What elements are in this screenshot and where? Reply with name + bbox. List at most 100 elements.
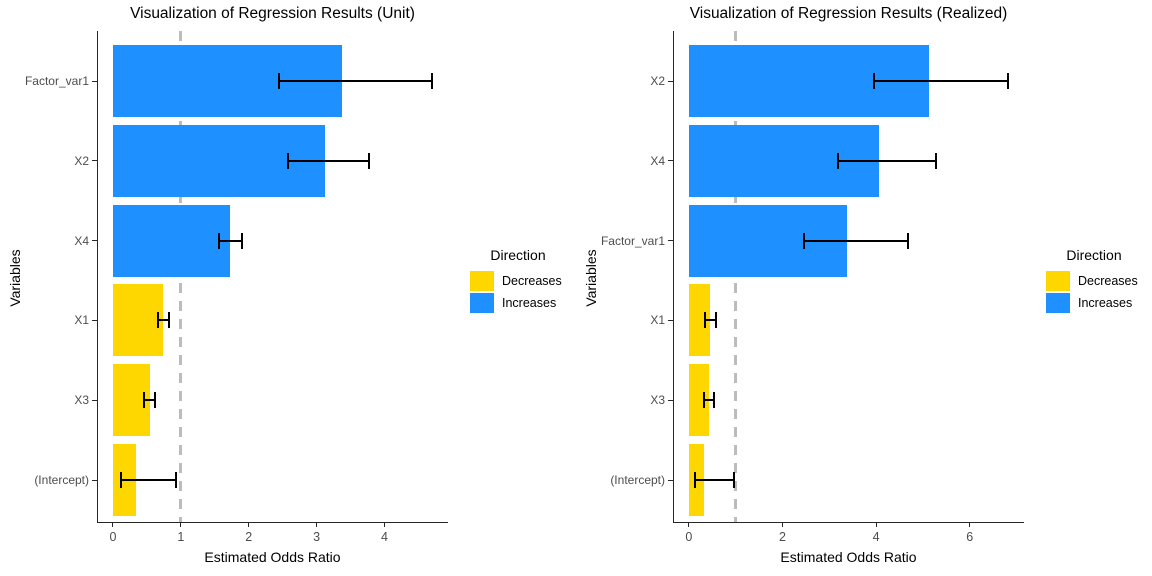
x-axis-title: Estimated Odds Ratio	[204, 549, 341, 565]
y-tick	[668, 479, 673, 481]
subplot-unit: Visualization of Regression Results (Uni…	[7, 5, 566, 565]
error-cap-low-Factor_var1	[802, 232, 805, 249]
y-tick	[92, 240, 97, 242]
error-cap-high-X3	[154, 392, 157, 409]
error-bar-X2	[873, 80, 1009, 82]
error-cap-high-X4	[935, 152, 938, 169]
y-tick-label-X4: X4	[74, 233, 89, 248]
error-cap-low-Factor_var1	[278, 73, 281, 89]
error-bar-X4	[837, 159, 936, 162]
legend: Direction Decreases Increases	[1046, 247, 1142, 315]
error-bar-(Intercept)	[694, 479, 734, 481]
y-tick-label-X3: X3	[650, 393, 665, 408]
error-bar-X3	[703, 399, 714, 402]
legend-item-increases: Increases	[1046, 293, 1142, 313]
error-cap-low-X3	[142, 392, 145, 409]
y-tick-label-(Intercept): (Intercept)	[34, 473, 89, 487]
legend-item-decreases: Decreases	[1046, 271, 1142, 291]
error-bar-X1	[158, 319, 169, 322]
legend-title: Direction	[490, 247, 546, 263]
x-tick	[112, 522, 114, 527]
error-cap-high-X3	[712, 392, 715, 409]
error-bar-Factor_var1	[803, 239, 909, 242]
bar-X4	[112, 204, 230, 277]
y-tick-label-X1: X1	[650, 313, 665, 328]
x-tick-label-2: 2	[779, 530, 786, 544]
error-cap-high-Factor_var1	[907, 232, 910, 249]
x-tick-label-0: 0	[109, 530, 117, 544]
x-tick	[384, 522, 386, 527]
y-tick	[668, 80, 673, 82]
x-tick	[248, 522, 250, 527]
subplot-realized: Visualization of Regression Results (Rea…	[576, 0, 1152, 576]
legend-label: Decreases	[502, 274, 562, 288]
error-cap-low-X4	[836, 152, 839, 169]
x-tick-label-1: 1	[177, 530, 185, 544]
legend: Direction Decreases Increases	[470, 247, 566, 315]
x-axis-title: Estimated Odds Ratio	[780, 549, 917, 565]
legend-label: Increases	[502, 296, 557, 310]
increases-swatch-icon	[470, 293, 494, 313]
y-tick	[668, 319, 673, 321]
plot-area	[673, 31, 1024, 522]
error-cap-low-X2	[287, 152, 290, 169]
decreases-swatch-icon	[470, 271, 494, 291]
legend-title: Direction	[1066, 247, 1122, 263]
bar-X3	[688, 364, 710, 437]
decreases-swatch-icon	[1046, 271, 1070, 291]
y-tick	[92, 80, 97, 82]
error-cap-low-X3	[702, 392, 705, 409]
y-axis-line	[97, 31, 98, 522]
x-tick-label-3: 3	[313, 530, 321, 544]
chart-title: Visualization of Regression Results (Rea…	[689, 5, 1008, 22]
error-cap-high-(Intercept)	[175, 472, 178, 488]
x-tick	[782, 522, 783, 527]
error-cap-high-X1	[167, 312, 170, 329]
error-cap-high-X4	[240, 232, 243, 249]
y-tick-label-X2: X2	[650, 74, 665, 88]
y-axis-line	[673, 31, 674, 522]
y-tick-label-X1: X1	[74, 313, 89, 328]
y-tick	[92, 399, 97, 401]
error-bar-(Intercept)	[121, 479, 177, 481]
y-axis-title: Variables	[583, 249, 599, 307]
y-tick-label-Factor_var1: Factor_var1	[24, 74, 89, 88]
error-cap-low-(Intercept)	[693, 472, 696, 488]
chart-title: Visualization of Regression Results (Uni…	[130, 5, 415, 22]
y-tick-label-X4: X4	[650, 153, 665, 168]
legend-item-decreases: Decreases	[470, 271, 566, 291]
increases-swatch-icon	[1046, 293, 1070, 313]
error-cap-high-X1	[714, 312, 717, 329]
x-tick	[875, 522, 877, 527]
y-tick	[92, 160, 97, 162]
legend-label: Increases	[1078, 296, 1133, 310]
x-tick	[316, 522, 318, 527]
error-cap-high-X2	[367, 152, 370, 169]
error-bar-X4	[218, 239, 242, 242]
bar-X1	[688, 284, 710, 357]
y-tick	[668, 399, 673, 401]
y-tick-label-X3: X3	[74, 393, 89, 408]
bar-X1	[112, 284, 164, 357]
y-tick-label-(Intercept): (Intercept)	[610, 473, 665, 487]
y-tick-label-Factor_var1: Factor_var1	[600, 233, 665, 248]
y-tick	[92, 319, 97, 321]
x-tick	[688, 522, 690, 527]
error-bar-X3	[143, 399, 156, 402]
error-cap-high-(Intercept)	[732, 472, 735, 488]
error-cap-high-X2	[1007, 73, 1010, 89]
x-axis-line	[673, 522, 1024, 523]
x-tick-label-4: 4	[872, 530, 880, 544]
error-cap-high-Factor_var1	[431, 73, 434, 89]
x-tick	[180, 522, 182, 527]
y-axis-title: Variables	[7, 249, 23, 307]
x-tick-label-0: 0	[685, 530, 693, 544]
error-cap-low-X1	[157, 312, 160, 329]
y-tick	[668, 240, 673, 242]
error-cap-low-X4	[217, 232, 220, 249]
x-tick-label-6: 6	[966, 530, 974, 544]
y-tick-label-X2: X2	[74, 153, 89, 168]
error-bar-Factor_var1	[279, 80, 433, 82]
legend-label: Decreases	[1078, 274, 1138, 288]
